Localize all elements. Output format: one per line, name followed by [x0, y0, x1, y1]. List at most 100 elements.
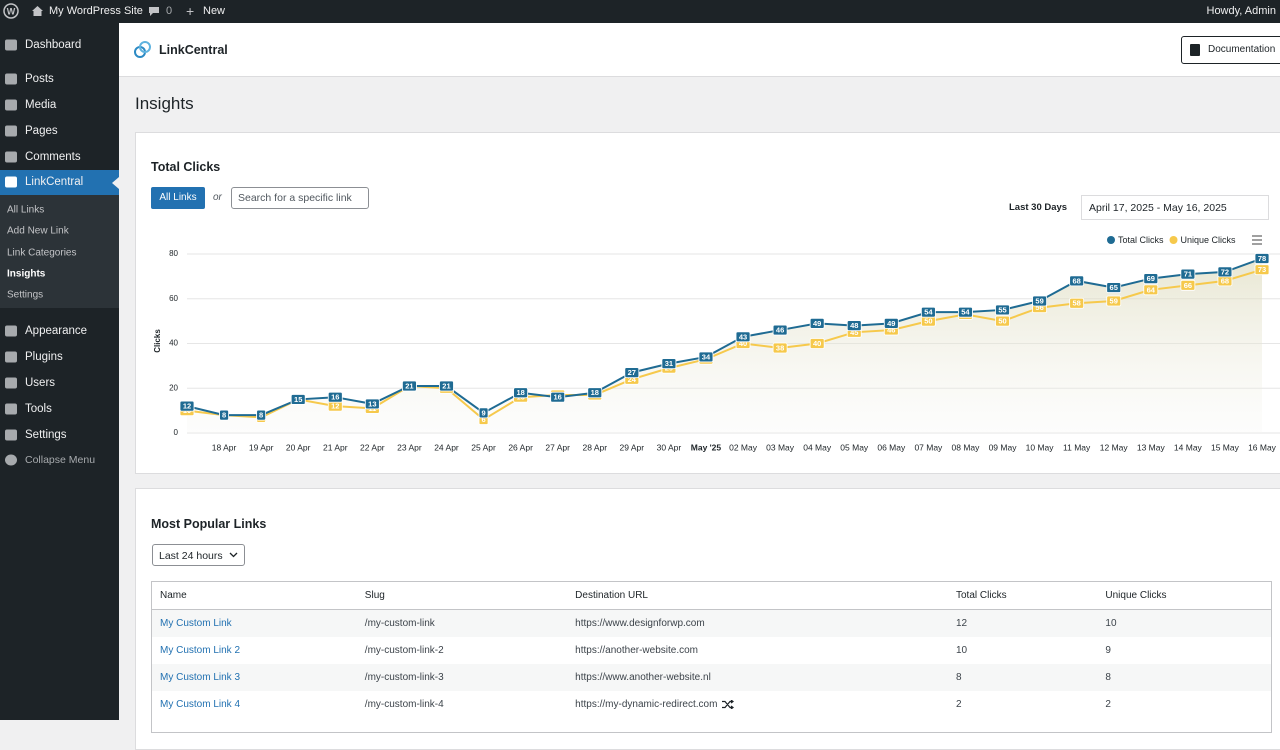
links-table-wrap: NameSlugDestination URLTotal ClicksUniqu… — [151, 581, 1272, 733]
cell-text: 10 — [956, 645, 967, 656]
link-name[interactable]: My Custom Link — [160, 618, 232, 629]
submenu-item[interactable]: Add New Link — [7, 226, 69, 237]
table-cell: https://my-dynamic-redirect.com — [567, 691, 948, 718]
documentation-label: Documentation — [1208, 44, 1275, 55]
menu-icon — [5, 74, 17, 85]
cell-text: 10 — [1105, 618, 1116, 629]
comment-count[interactable]: 0 — [166, 5, 172, 17]
column-header: Slug — [357, 582, 567, 610]
table-cell: 12 — [948, 610, 1097, 638]
menu-item[interactable]: Media — [25, 99, 56, 111]
menu-item[interactable]: Collapse Menu — [25, 454, 95, 466]
page-title: Insights — [135, 94, 194, 114]
home-icon — [31, 5, 44, 17]
period-select[interactable]: Last 24 hours — [152, 544, 245, 566]
shuffle-shape — [722, 700, 733, 709]
submenu-item[interactable]: Link Categories — [7, 248, 76, 259]
table-row: My Custom Link 3/my-custom-link-3 https:/… — [152, 664, 1271, 691]
link-name[interactable]: My Custom Link 4 — [160, 699, 240, 710]
column-header: Name — [152, 582, 357, 610]
popular-title: Most Popular Links — [151, 517, 266, 531]
menu-item[interactable]: LinkCentral — [25, 176, 83, 188]
table-cell: 10 — [948, 637, 1097, 664]
all-links-button[interactable]: All Links — [151, 187, 205, 209]
cell-text: https://another-website.com — [575, 645, 698, 656]
date-range-picker[interactable]: April 17, 2025 - May 16, 2025 — [1081, 195, 1269, 220]
or-text: or — [213, 192, 222, 203]
page: W My WordPress Site 0 + New Howdy, Admin… — [0, 0, 1280, 720]
menu-item[interactable]: Settings — [25, 429, 67, 441]
table-cell: /my-custom-link-3 — [357, 664, 567, 691]
cell-text: 12 — [956, 618, 967, 629]
menu-icon — [5, 352, 17, 363]
search-input[interactable]: Search for a specific link — [231, 187, 369, 209]
site-name[interactable]: My WordPress Site — [49, 5, 143, 17]
table-cell: https://www.another-website.nl — [567, 664, 948, 691]
links-table: NameSlugDestination URLTotal ClicksUniqu… — [152, 582, 1271, 718]
cell-text: /my-custom-link-4 — [365, 699, 444, 710]
brand-name: LinkCentral — [159, 43, 228, 57]
menu-item[interactable]: Pages — [25, 125, 58, 137]
menu-item[interactable]: Appearance — [25, 325, 87, 337]
table-header-row: NameSlugDestination URLTotal ClicksUniqu… — [152, 582, 1271, 610]
table-cell: https://another-website.com — [567, 637, 948, 664]
menu-item[interactable]: Tools — [25, 403, 52, 415]
link-name[interactable]: My Custom Link 2 — [160, 645, 240, 656]
chart-title: Total Clicks — [151, 160, 220, 174]
cell-text: 9 — [1105, 645, 1111, 656]
table-row: My Custom Link 4/my-custom-link-4 https:/… — [152, 691, 1271, 718]
menu-icon — [5, 378, 17, 389]
menu-item[interactable]: Users — [25, 377, 55, 389]
active-arrow — [112, 177, 119, 189]
cell-text: https://www.another-website.nl — [575, 672, 711, 683]
table-cell: https://www.designforwp.com — [567, 610, 948, 638]
documentation-button[interactable]: Documentation — [1181, 36, 1280, 64]
table-cell: My Custom Link — [152, 610, 357, 638]
menu-item[interactable]: Comments — [25, 151, 81, 163]
range-label: Last 30 Days — [1009, 202, 1067, 213]
menu-icon — [5, 152, 17, 163]
cell-text: https://www.designforwp.com — [575, 618, 705, 629]
menu-icon — [5, 100, 17, 111]
table-cell: 8 — [948, 664, 1097, 691]
plus-icon: + — [186, 3, 194, 19]
table-cell: My Custom Link 3 — [152, 664, 357, 691]
table-cell: /my-custom-link-4 — [357, 691, 567, 718]
menu-item[interactable]: Dashboard — [25, 39, 81, 51]
table-cell: 9 — [1097, 637, 1271, 664]
menu-icon — [5, 404, 17, 415]
comment-icon — [148, 6, 160, 17]
cell-text: 2 — [956, 699, 962, 710]
chevron — [229, 552, 238, 558]
table-cell: My Custom Link 4 — [152, 691, 357, 718]
table-row: My Custom Link 2/my-custom-link-2 https:/… — [152, 637, 1271, 664]
chart-card — [135, 132, 1280, 474]
menu-icon — [5, 177, 17, 188]
cell-text: https://my-dynamic-redirect.com — [575, 699, 717, 710]
new-link[interactable]: New — [203, 5, 225, 17]
plugin-header: LinkCentral Documentation — [119, 23, 1280, 77]
menu-item[interactable]: Posts — [25, 73, 54, 85]
table-cell: 2 — [948, 691, 1097, 718]
link-name[interactable]: My Custom Link 3 — [160, 672, 240, 683]
svg-text:W: W — [7, 6, 16, 16]
brand-logo — [133, 40, 153, 60]
cell-text: /my-custom-link-3 — [365, 672, 444, 683]
submenu-item[interactable]: Settings — [7, 290, 43, 301]
submenu-item[interactable]: Insights — [7, 269, 45, 280]
table-cell: 2 — [1097, 691, 1271, 718]
wp-logo[interactable]: W — [3, 3, 19, 19]
shuffle-icon — [722, 700, 734, 709]
table-cell: My Custom Link 2 — [152, 637, 357, 664]
admin-bar: W My WordPress Site 0 + New Howdy, Admin — [0, 0, 1280, 23]
greeting[interactable]: Howdy, Admin — [1207, 5, 1277, 17]
cell-text: /my-custom-link — [365, 618, 435, 629]
menu-item[interactable]: Plugins — [25, 351, 63, 363]
menu-icon — [5, 40, 17, 51]
table-cell: 8 — [1097, 664, 1271, 691]
submenu-item[interactable]: All Links — [7, 205, 44, 216]
menu-icon — [5, 430, 17, 441]
table-cell: /my-custom-link-2 — [357, 637, 567, 664]
menu-icon — [5, 126, 17, 137]
cell-text: /my-custom-link-2 — [365, 645, 444, 656]
